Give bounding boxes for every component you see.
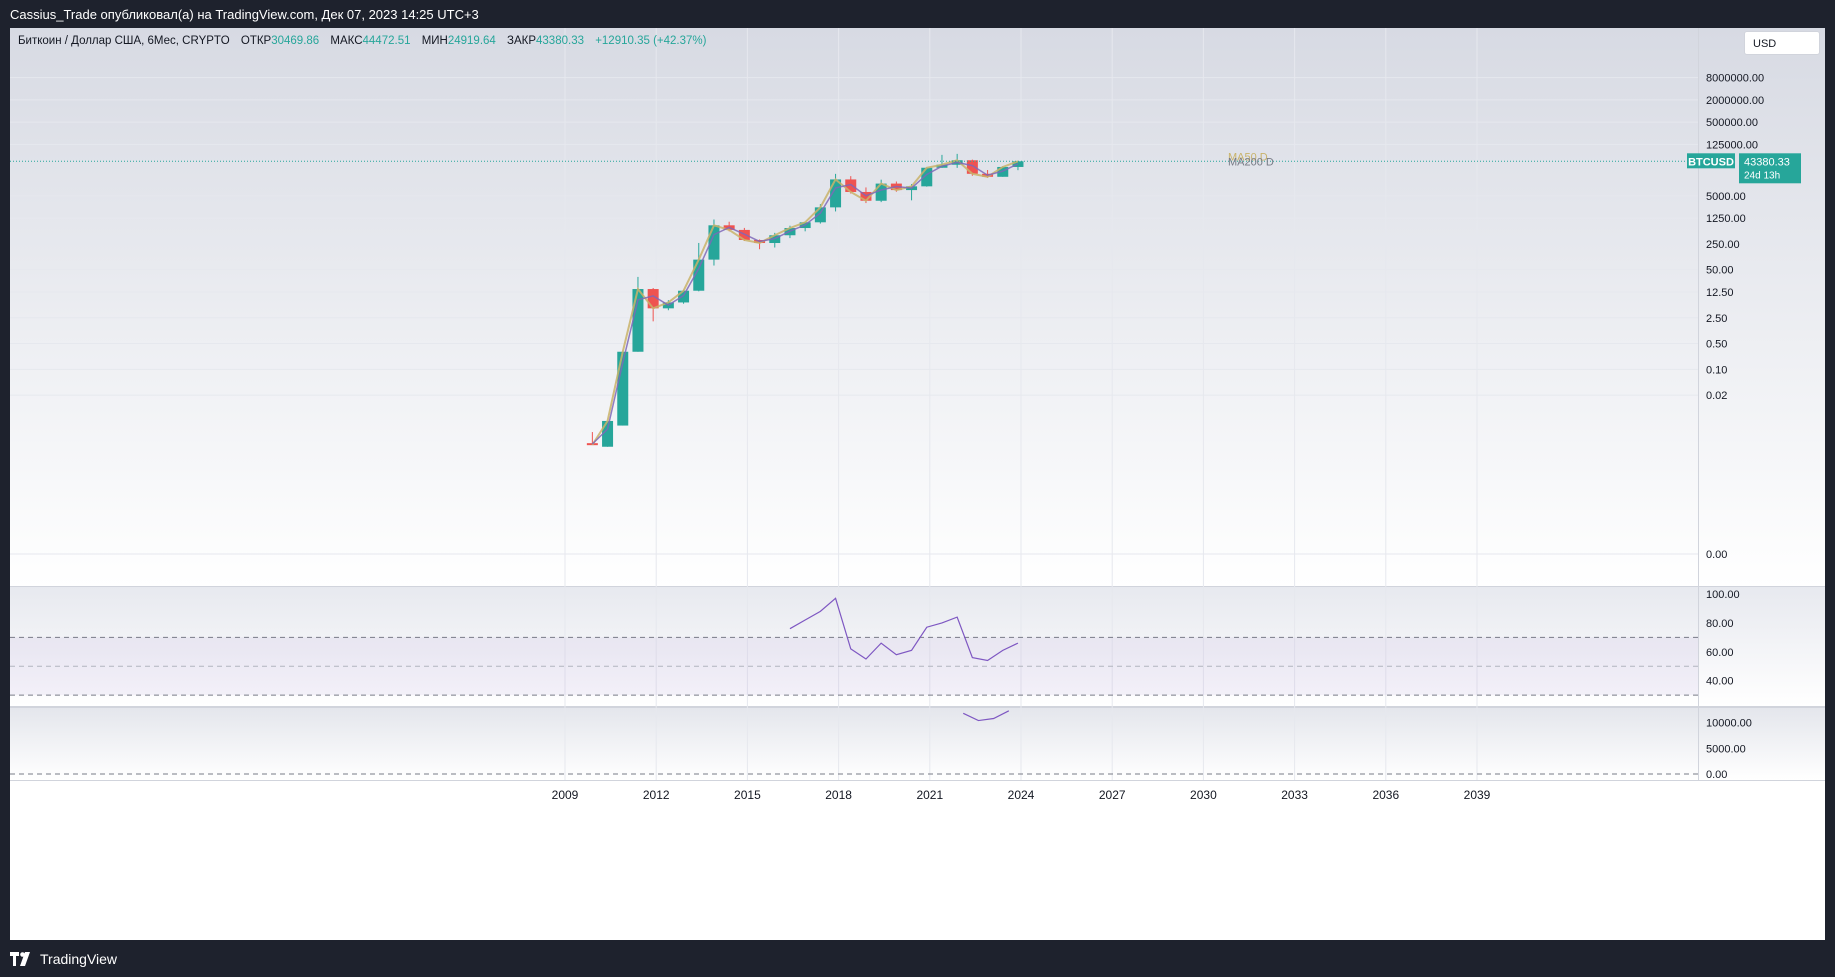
rsi-axis-label: 60.00 [1706,647,1734,659]
lower-axis-label: 10000.00 [1706,718,1752,730]
tradingview-brand[interactable]: TradingView [10,951,117,967]
price-tag-value: 43380.33 [1744,156,1790,168]
symbol-name: Биткоин / Доллар США, 6Мес, CRYPTO [18,35,230,47]
candle-body [617,351,629,426]
price-axis-label: 2000000.00 [1706,95,1764,107]
publish-header: Cassius_Trade опубликовал(а) на TradingV… [0,0,1835,28]
high-label: МАКС [330,35,363,47]
low-label: МИН [421,35,448,47]
time-axis-label: 2012 [643,788,670,802]
price-axis-label: 8000000.00 [1706,73,1764,85]
brand-name: TradingView [40,951,118,967]
open-value: 30469.86 [271,35,320,47]
currency-button[interactable]: USD [1744,31,1820,55]
ma200-label: MA200 D [1228,156,1274,168]
lower-pane-bg [10,708,1825,780]
price-axis-label: 2.50 [1706,313,1727,325]
time-axis-label: 2030 [1190,788,1217,802]
price-axis-label: 0.50 [1706,339,1727,351]
candle-body [830,179,842,208]
time-axis-label: 2039 [1464,788,1491,802]
time-axis-label: 2018 [825,788,852,802]
chart-canvas[interactable]: 8000000.00 2000000.00 500000.00 125000.00 50… [10,28,1825,940]
low-value: 24919.64 [447,35,496,47]
time-axis-label: 2036 [1372,788,1399,802]
candle-body [966,160,978,174]
price-axis-label: 0.00 [1706,549,1727,561]
candle-body [647,289,659,309]
candle-body [602,420,614,447]
price-tag-bg [1739,153,1801,184]
main-pane-bg [10,28,1825,587]
chart-frame[interactable]: 8000000.00 2000000.00 500000.00 125000.00 50… [10,28,1825,940]
candle-body [814,207,826,223]
candle-body [921,167,933,187]
close-label: ЗАКР [507,35,537,47]
high-value: 44472.51 [362,35,411,47]
lower-axis-label: 5000.00 [1706,743,1746,755]
time-axis-label: 2027 [1099,788,1126,802]
price-axis-label: 12.50 [1706,287,1734,299]
close-value: 43380.33 [536,35,584,47]
footer-bar: TradingView [0,942,1835,977]
price-axis-label: 125000.00 [1706,139,1758,151]
candle-body [708,225,720,260]
rsi-pane-bg [10,587,1825,706]
price-axis-label: 500000.00 [1706,117,1758,129]
publish-info-text: Cassius_Trade опубликовал(а) на TradingV… [10,7,479,22]
price-axis-label: 0.10 [1706,364,1727,376]
change-value: +12910.35 (+42.37%) [595,35,707,47]
rsi-axis-label: 40.00 [1706,676,1734,688]
price-axis-label: 0.02 [1706,390,1727,402]
candle-body [845,179,857,192]
tradingview-logo-icon [10,952,34,966]
price-tag-countdown: 24d 13h [1744,170,1780,181]
time-axis-label: 2015 [734,788,761,802]
open-label: ОТКР [240,35,272,47]
candle-body [632,289,644,352]
symbol-legend[interactable]: Биткоин / Доллар США, 6Мес, CRYPTO ОТКР3… [18,35,706,47]
rsi-axis-label: 100.00 [1706,589,1740,601]
price-axis-label: 5000.00 [1706,191,1746,203]
symbol-tag: BTCUSD [1688,156,1734,168]
symbol-tag-bg [1687,153,1735,169]
rsi-axis-label: 80.00 [1706,618,1734,630]
price-axis-label: 1250.00 [1706,213,1746,225]
price-axis-label: 250.00 [1706,239,1740,251]
ma50-label: MA50 D [1228,151,1268,163]
price-axis-label: 50.00 [1706,265,1734,277]
time-axis-label: 2009 [552,788,579,802]
rsi-line [789,597,1019,662]
time-axis-label: 2021 [916,788,943,802]
ma-line-purple [591,161,1019,445]
candle-body [678,290,690,303]
candle-body [875,183,887,201]
time-axis-label: 2024 [1008,788,1035,802]
lower-pane-line [962,710,1010,722]
candle-body [693,259,705,291]
lower-axis-label: 0.00 [1706,769,1727,781]
time-axis-label: 2033 [1281,788,1308,802]
ma-line-gold [591,159,1019,446]
